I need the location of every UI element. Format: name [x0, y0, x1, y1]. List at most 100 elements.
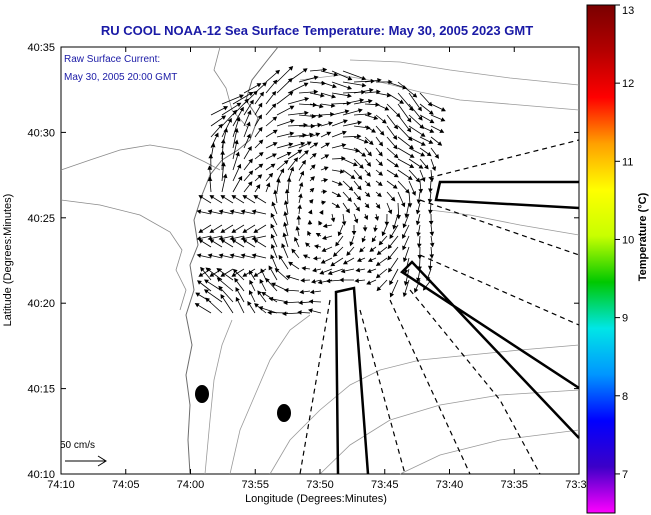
current-vector-head	[259, 91, 264, 97]
current-vector-head	[374, 216, 380, 221]
current-vector-head	[366, 171, 371, 177]
current-vector-head	[416, 199, 422, 204]
current-vector-head	[240, 209, 246, 215]
current-vector-head	[209, 195, 215, 200]
current-vector-head	[428, 188, 433, 193]
current-vector-head	[415, 220, 421, 226]
current-vector-head	[322, 189, 328, 195]
current-vector-head	[377, 181, 383, 187]
current-vector-head	[335, 241, 340, 247]
coastline	[185, 46, 279, 475]
current-vector-head	[315, 232, 321, 238]
current-vector-head	[231, 272, 237, 277]
current-vector-head	[268, 265, 273, 271]
current-vector-head	[347, 93, 352, 98]
x-tick-label: 73:35	[500, 479, 528, 491]
current-vector-head	[412, 93, 418, 98]
current-vector-head	[279, 168, 285, 174]
current-vector-head	[367, 151, 372, 157]
current-vector-head	[344, 109, 350, 114]
current-vector-head	[402, 257, 408, 263]
current-vector-head	[389, 280, 394, 286]
current-vector-head	[297, 149, 303, 154]
current-vector-head	[366, 182, 371, 187]
current-vector-head	[357, 134, 362, 139]
current-vector-head	[406, 127, 412, 133]
current-vector-head	[297, 310, 302, 315]
current-vector-head	[387, 244, 393, 250]
current-vector-head	[311, 153, 317, 158]
current-vector-head	[341, 221, 347, 226]
current-vector-head	[239, 106, 244, 112]
current-vector-head	[411, 190, 416, 196]
current-vector-head	[320, 92, 325, 98]
current-vector-head	[342, 130, 347, 136]
current-vector-head	[248, 170, 254, 176]
current-vector-head	[317, 122, 322, 128]
current-vector-head	[295, 225, 301, 231]
current-vector-head	[271, 90, 277, 96]
current-vector	[342, 70, 366, 80]
colorbar-tick-label: 11	[622, 156, 633, 168]
current-vector-head	[388, 267, 393, 273]
current-vector-head	[293, 157, 299, 163]
current-vector-head	[339, 169, 345, 174]
x-tick-label: 74:05	[112, 479, 140, 491]
current-vector-head	[401, 234, 407, 239]
x-axis-label: Longitude (Degrees:Minutes)	[245, 493, 387, 505]
scale-arrow	[65, 455, 107, 467]
current-vector-head	[207, 165, 213, 170]
current-vector-head	[220, 272, 226, 277]
current-vector-head	[417, 266, 422, 271]
current-vector-head	[268, 296, 274, 302]
current-vector-head	[320, 259, 326, 264]
current-vector-head	[409, 163, 415, 168]
current-vector-head	[220, 294, 225, 299]
current-vector	[232, 107, 244, 127]
current-vector-head	[246, 133, 251, 139]
current-vector-head	[248, 290, 254, 295]
current-vector-head	[351, 231, 357, 236]
current-vector-head	[359, 98, 365, 103]
y-tick-label: 40:35	[27, 42, 55, 54]
current-vector-head	[331, 94, 337, 99]
current-vector-head	[198, 228, 204, 233]
current-vector	[342, 81, 366, 87]
current-vector-head	[346, 251, 351, 256]
current-vector	[204, 289, 223, 303]
current-vector-head	[377, 77, 382, 83]
current-vector	[218, 286, 234, 303]
colorbar-tick-label: 8	[622, 391, 628, 403]
current-vector-head	[402, 223, 407, 229]
current-vector-head	[426, 151, 432, 157]
current-vector-head	[198, 239, 204, 244]
current-vector-head	[407, 203, 413, 208]
current-vector-head	[326, 131, 332, 136]
current-vector-head	[223, 106, 229, 111]
current-vector-head	[268, 172, 274, 178]
colorbar-ticks: 7 8 9 10 11 12 13	[615, 4, 634, 481]
y-tick-label: 40:15	[27, 384, 55, 396]
current-vector-head	[272, 79, 278, 85]
current-vector-head	[304, 150, 309, 155]
current-vector-head	[347, 76, 353, 81]
current-vector-head	[283, 300, 288, 306]
current-vector-head	[196, 209, 202, 215]
current-vector-head	[378, 171, 384, 176]
current-vector-head	[252, 90, 258, 96]
current-vector-head	[271, 103, 277, 109]
current-vector-head	[363, 139, 369, 144]
current-vector-head	[312, 255, 318, 261]
current-vector-head	[232, 109, 238, 115]
current-vector-head	[270, 243, 276, 249]
current-vector-head	[389, 292, 395, 298]
current-vector-head	[429, 128, 435, 133]
x-tick-label: 73:45	[371, 479, 399, 491]
current-vector	[221, 102, 241, 116]
current-vector-head	[289, 119, 295, 124]
current-vector-head	[313, 75, 319, 80]
current-vector-head	[220, 228, 226, 233]
current-vector-head	[207, 176, 213, 182]
x-tick-label: 73:50	[306, 479, 334, 491]
current-vector-head	[373, 227, 378, 233]
